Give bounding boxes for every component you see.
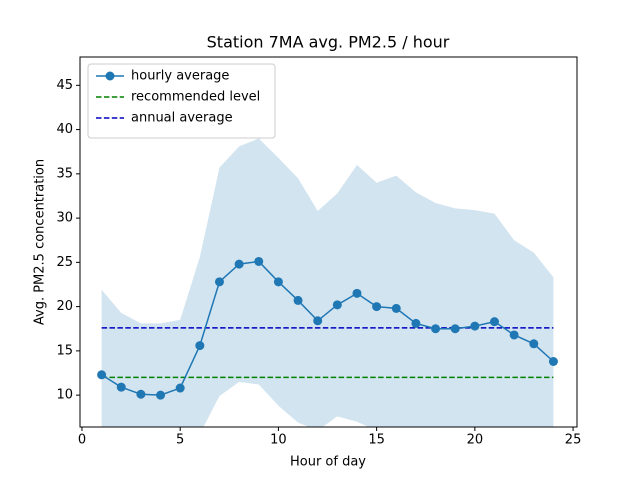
marker bbox=[352, 288, 362, 298]
legend-box bbox=[87, 63, 276, 139]
range-band bbox=[101, 138, 554, 427]
marker bbox=[156, 390, 166, 400]
x-tick-label: 0 bbox=[78, 433, 86, 448]
marker bbox=[470, 321, 480, 331]
x-axis-label: Hour of day bbox=[290, 455, 366, 470]
axes-frame bbox=[79, 56, 578, 428]
marker bbox=[136, 389, 146, 399]
marker bbox=[214, 277, 224, 287]
marker bbox=[509, 330, 519, 340]
marker bbox=[234, 259, 244, 269]
marker bbox=[431, 324, 441, 334]
legend-marker bbox=[105, 71, 115, 81]
x-tick-label: 10 bbox=[270, 433, 287, 448]
y-tick-label: 45 bbox=[56, 78, 73, 93]
marker bbox=[254, 256, 264, 266]
x-tick-label: 15 bbox=[368, 433, 385, 448]
x-tick-label: 25 bbox=[565, 433, 582, 448]
marker bbox=[411, 318, 421, 328]
marker bbox=[175, 383, 185, 393]
legend-label: hourly average bbox=[131, 69, 229, 84]
marker bbox=[450, 324, 460, 334]
x-tick-label: 5 bbox=[176, 433, 184, 448]
marker bbox=[391, 303, 401, 313]
marker bbox=[332, 300, 342, 310]
marker bbox=[313, 316, 323, 326]
legend-label: annual average bbox=[131, 111, 233, 126]
marker bbox=[293, 295, 303, 305]
legend-label: recommended level bbox=[131, 90, 260, 105]
y-axis-label: Avg. PM2.5 concentration bbox=[33, 159, 48, 325]
marker bbox=[116, 382, 126, 392]
marker bbox=[489, 317, 499, 327]
y-tick-label: 15 bbox=[56, 343, 73, 358]
y-tick-label: 30 bbox=[56, 211, 73, 226]
y-tick-label: 40 bbox=[56, 122, 73, 137]
y-tick-label: 20 bbox=[56, 299, 73, 314]
marker bbox=[97, 370, 107, 380]
y-tick-label: 25 bbox=[56, 255, 73, 270]
x-tick-label: 20 bbox=[467, 433, 484, 448]
marker bbox=[273, 277, 283, 287]
y-tick-label: 35 bbox=[56, 166, 73, 181]
marker bbox=[372, 302, 382, 312]
y-tick-label: 10 bbox=[56, 388, 73, 403]
marker bbox=[548, 356, 558, 366]
plot-area bbox=[97, 138, 558, 427]
marker bbox=[529, 339, 539, 349]
marker bbox=[195, 341, 205, 351]
chart-title: Station 7MA avg. PM2.5 / hour bbox=[207, 33, 450, 52]
